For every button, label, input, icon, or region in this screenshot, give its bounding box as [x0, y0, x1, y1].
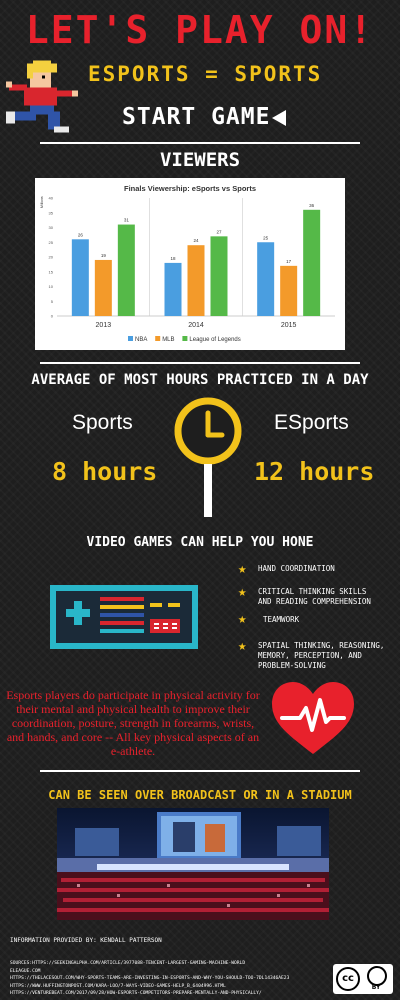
bar: [210, 236, 228, 316]
y-tick-label: 25: [49, 240, 54, 245]
hone-heading: VIDEO GAMES CAN HELP YOU HONE: [86, 535, 314, 550]
hours-heading: AVERAGE OF MOST HOURS PRACTICED IN A DAY: [31, 372, 369, 388]
source-line: SOURCES:HTTPS://SEEKINGALPHA.COM/ARTICLE…: [10, 961, 246, 966]
y-tick-label: 5: [51, 299, 54, 304]
source-line: HTTPS://VENTUREBEAT.COM/2017/09/28/HOW-E…: [10, 991, 262, 996]
cc-icon: cc: [336, 967, 360, 991]
y-tick-label: 0: [51, 314, 54, 319]
star-icon: ★: [238, 638, 247, 654]
pixel-runner-icon: [6, 60, 78, 133]
chart-title: Finals Viewership: eSports vs Sports: [124, 184, 256, 193]
data-label: 17: [286, 259, 292, 264]
bar: [117, 224, 135, 316]
benefit-item: SPATIAL THINKING, REASONING, MEMORY, PER…: [258, 641, 385, 670]
by-icon: [367, 966, 387, 986]
bar: [257, 242, 275, 316]
sources-list: SOURCES:HTTPS://SEEKINGALPHA.COM/ARTICLE…: [10, 960, 330, 998]
y-tick-label: 30: [49, 225, 54, 230]
legend-swatch: [128, 336, 133, 341]
data-label: 25: [263, 235, 269, 240]
credit-text: INFORMATION PROVIDED BY: KENDALL PATTERS…: [10, 937, 162, 944]
chart-ylabel: Millions: [40, 196, 44, 208]
legend-label: NBA: [135, 337, 147, 343]
data-label: 27: [216, 229, 222, 234]
x-tick-label: 2015: [281, 322, 297, 329]
chart-canvas: Finals Viewership: eSports vs Sports Mil…: [40, 184, 335, 343]
data-label: 18: [170, 256, 176, 261]
data-label: 36: [309, 203, 315, 208]
y-tick-label: 35: [49, 210, 54, 215]
bar: [187, 245, 205, 316]
sports-hours: 8 hours: [52, 457, 158, 486]
legend-label: League of Legends: [189, 337, 240, 343]
source-line: HTTPS://THELACESOUT.COM/WHY-SPORTS-TEAMS…: [10, 976, 290, 981]
bar: [94, 259, 112, 316]
heart-icon: [272, 682, 354, 754]
data-label: 19: [101, 253, 107, 258]
y-tick-label: 10: [49, 284, 54, 289]
divider: [40, 770, 360, 772]
y-tick-label: 20: [49, 255, 54, 260]
esports-label: ESports: [274, 411, 349, 434]
by-label: BY: [371, 984, 381, 991]
bar: [164, 262, 182, 316]
esports-hours: 12 hours: [254, 457, 375, 486]
bar: [71, 239, 89, 316]
y-tick-label: 15: [49, 269, 54, 274]
legend-label: MLB: [162, 337, 174, 343]
sports-label: Sports: [72, 411, 133, 434]
legend-swatch: [155, 336, 161, 341]
star-icon: ★: [238, 561, 247, 577]
divider: [40, 362, 360, 364]
legend-swatch: [182, 336, 188, 341]
start-game-label: START GAME: [122, 104, 271, 130]
bar: [303, 209, 321, 316]
viewership-chart: Finals Viewership: eSports vs Sports Mil…: [35, 178, 345, 350]
physical-activity-text: Esports players do participate in physic…: [6, 688, 260, 758]
star-icon: ★: [238, 611, 247, 627]
divider: [40, 142, 360, 144]
clock-icon: [174, 397, 242, 517]
star-icon: ★: [238, 584, 247, 600]
x-tick-label: 2013: [96, 322, 112, 329]
x-tick-label: 2014: [188, 322, 204, 329]
data-label: 24: [193, 238, 199, 243]
data-label: 26: [78, 232, 84, 237]
y-tick-label: 40: [49, 196, 54, 201]
broadcast-heading: CAN BE SEEN OVER BROADCAST OR IN A STADI…: [48, 788, 352, 802]
subtitle: ESPORTS = SPORTS: [88, 62, 323, 86]
source-line: HTTPS://WWW.HUFFINGTONPOST.COM/KARA-LOO/…: [10, 983, 226, 989]
stadium-photo: [57, 808, 329, 920]
benefit-item: CRITICAL THINKING SKILLS AND READING COM…: [258, 587, 371, 606]
benefit-item: HAND COORDINATION: [258, 564, 335, 573]
benefit-item: TEAMWORK: [263, 615, 300, 624]
data-label: 31: [124, 218, 130, 223]
game-controller-icon: [50, 585, 198, 649]
bar: [280, 265, 298, 316]
page-title: LET'S PLAY ON!: [25, 8, 375, 52]
viewers-heading: VIEWERS: [159, 149, 241, 171]
source-line: ELEAGUE.COM: [10, 968, 41, 974]
play-arrow-icon: [272, 110, 286, 126]
license-badge: cc BY: [333, 964, 393, 994]
